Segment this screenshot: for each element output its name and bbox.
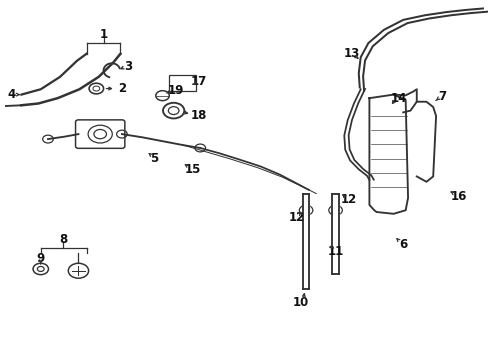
Text: 13: 13 — [343, 47, 359, 60]
Text: 16: 16 — [450, 189, 466, 203]
Text: 4: 4 — [8, 88, 16, 101]
Text: 7: 7 — [437, 90, 445, 103]
Text: 9: 9 — [37, 252, 45, 265]
Text: 6: 6 — [398, 238, 407, 251]
Polygon shape — [302, 194, 309, 288]
Text: 18: 18 — [190, 109, 206, 122]
Text: 15: 15 — [184, 163, 201, 176]
Text: 10: 10 — [292, 296, 308, 309]
Text: 2: 2 — [118, 82, 126, 95]
Text: 12: 12 — [288, 211, 305, 224]
Text: 12: 12 — [340, 193, 357, 206]
Text: 19: 19 — [167, 84, 184, 97]
Text: 5: 5 — [150, 152, 158, 165]
Text: 1: 1 — [100, 28, 107, 41]
Text: 8: 8 — [59, 233, 67, 246]
Polygon shape — [331, 194, 338, 274]
Polygon shape — [368, 95, 407, 214]
Text: 17: 17 — [191, 75, 207, 87]
Text: 3: 3 — [124, 60, 133, 73]
Text: 14: 14 — [389, 92, 406, 105]
Text: 11: 11 — [327, 246, 343, 258]
